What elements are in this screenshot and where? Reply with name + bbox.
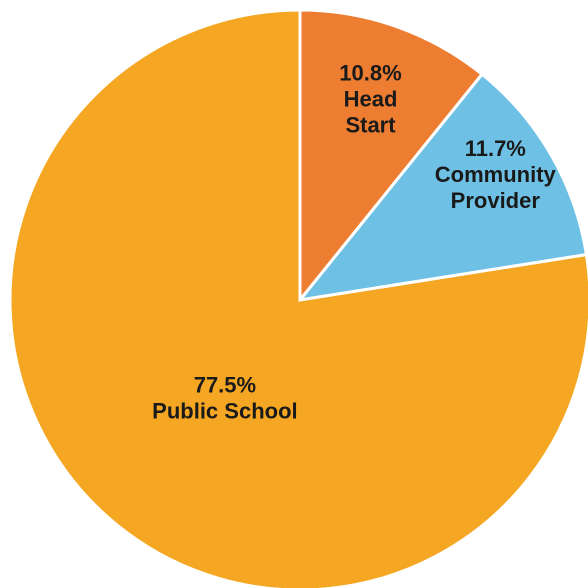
percent-label: 77.5% bbox=[194, 373, 256, 398]
pie-labels: 10.8% Head Start 11.7% Community Provider 77.5… bbox=[152, 60, 556, 423]
percent-label: 11.7% bbox=[465, 136, 526, 161]
pie-slice-community-provider bbox=[296, 72, 588, 303]
pie-slice-head-start bbox=[298, 8, 485, 305]
pie-slice-public-school bbox=[8, 8, 588, 588]
data-label-head-start: 10.8% Head Start bbox=[339, 60, 401, 137]
percent-label: 10.8% bbox=[339, 60, 401, 85]
category-label: Community bbox=[435, 162, 557, 187]
category-label: Start bbox=[345, 112, 396, 137]
category-label: Provider bbox=[451, 188, 541, 213]
category-label: Head bbox=[344, 86, 398, 111]
data-label-community-provider: 11.7% Community Provider bbox=[435, 136, 557, 213]
pie-slices bbox=[8, 8, 588, 588]
data-label-public-school: 77.5% Public School bbox=[152, 373, 297, 424]
category-label: Public School bbox=[152, 399, 297, 424]
